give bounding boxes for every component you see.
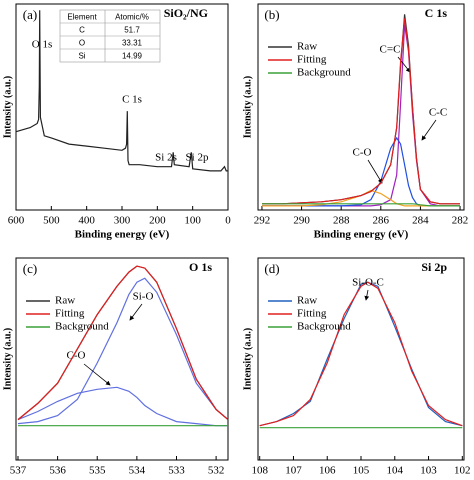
legend-label: Fitting [297, 308, 327, 320]
spectrum-line [259, 281, 463, 427]
legend-label: Fitting [55, 308, 85, 320]
x-tick-label: 535 [89, 465, 106, 477]
y-axis-label: Intensity (a.u.) [242, 328, 253, 391]
peak-label: Si-O [133, 291, 154, 303]
x-tick-label: 286 [373, 215, 390, 227]
legend-label: Fitting [297, 54, 327, 66]
table-cell: 51.7 [124, 26, 140, 35]
legend-label: Background [297, 67, 351, 79]
spectrum-line [17, 265, 229, 421]
arrow [83, 363, 111, 386]
panel-title: Si 2p [421, 260, 447, 274]
table-cell: O [79, 39, 85, 48]
arrow [397, 56, 411, 73]
component-curve [17, 386, 228, 427]
plot-frame [15, 257, 229, 461]
table-header: Element [67, 13, 97, 22]
table-cell: 14.99 [122, 52, 143, 61]
arrow [364, 289, 370, 301]
peak-label: C=C [380, 44, 401, 56]
x-tick-label: 103 [420, 465, 437, 477]
table-cell: C [79, 26, 85, 35]
plot-frame [257, 3, 465, 211]
x-tick-label: 282 [452, 215, 469, 227]
x-tick-label: 104 [387, 465, 404, 477]
x-tick-label: 105 [353, 465, 370, 477]
y-axis-label: Intensity (a.u.) [242, 76, 253, 139]
x-tick-label: 292 [254, 215, 271, 227]
peak-label: C 1s [122, 94, 142, 106]
x-tick-label: 400 [78, 215, 95, 227]
x-axis-label: Binding energy (eV) [75, 479, 170, 480]
spectrum-line [15, 10, 228, 172]
legend-label: Background [297, 321, 351, 333]
x-tick-label: 107 [285, 465, 302, 477]
spectrum-line [259, 281, 463, 427]
y-axis-label: Intensity (a.u.) [2, 328, 13, 391]
x-tick-label: 106 [319, 465, 336, 477]
panel-label: (a) [23, 7, 37, 22]
peak-label: O 1s [32, 39, 52, 51]
x-tick-label: 102 [454, 465, 471, 477]
x-tick-label: 284 [412, 215, 429, 227]
x-tick-label: 290 [293, 215, 310, 227]
x-tick-label: 108 [251, 465, 268, 477]
table-cell: 33.31 [122, 39, 143, 48]
panel-title: O 1s [189, 260, 212, 274]
panel-label: (d) [264, 261, 279, 276]
peak-label: Si 2s [155, 152, 177, 164]
legend-label: Background [55, 321, 109, 333]
x-tick-label: 100 [184, 215, 201, 227]
x-tick-label: 300 [114, 215, 131, 227]
spectrum-line [262, 203, 460, 207]
x-tick-label: 600 [8, 215, 25, 227]
peak-label: C-C [429, 107, 447, 119]
x-tick-label: 200 [149, 215, 166, 227]
x-tick-label: 532 [208, 465, 225, 477]
x-axis-label: Binding energy (eV) [314, 479, 409, 480]
legend-label: Raw [297, 295, 317, 307]
table-cell: Si [78, 52, 85, 61]
peak-label: Si 2p [186, 152, 209, 164]
arrow [421, 119, 437, 141]
panel-label: (c) [23, 261, 37, 276]
x-tick-label: 500 [43, 215, 60, 227]
x-tick-label: 537 [10, 465, 27, 477]
peak-label: C-O [353, 147, 372, 159]
arrow [367, 159, 383, 184]
panel-title: SiO₂/NG [164, 6, 208, 20]
panel-title: C 1s [425, 6, 448, 20]
legend-label: Raw [55, 295, 75, 307]
x-tick-label: 0 [225, 215, 231, 227]
x-tick-label: 533 [168, 465, 185, 477]
panel-label: (b) [264, 7, 279, 22]
legend-label: Raw [297, 41, 317, 53]
y-axis-label: Intensity (a.u.) [2, 76, 13, 139]
x-tick-label: 536 [49, 465, 66, 477]
peak-label: Si-O-C [352, 277, 384, 289]
x-axis-label: Binding energy (eV) [314, 229, 409, 241]
arrow [129, 303, 143, 321]
x-tick-label: 534 [129, 465, 146, 477]
spectrum-line [262, 18, 460, 205]
x-axis-label: Binding energy (eV) [75, 229, 170, 241]
spectrum-line [17, 265, 229, 421]
table-header: Atomic/% [115, 13, 149, 22]
component-curve [17, 277, 229, 425]
x-tick-label: 288 [333, 215, 350, 227]
